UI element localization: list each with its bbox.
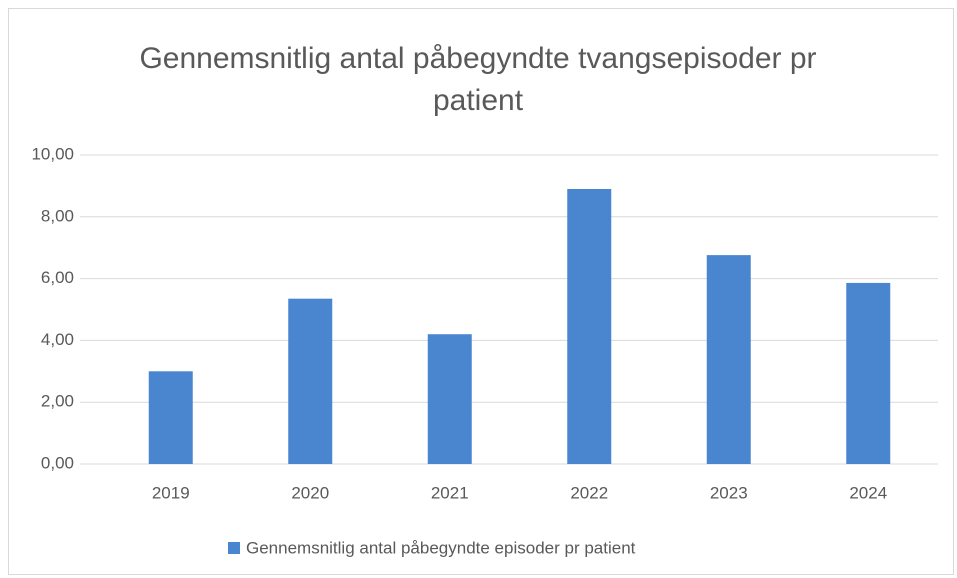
bar	[846, 282, 891, 464]
y-tick-label: 0,00	[41, 453, 74, 472]
legend-swatch	[228, 542, 240, 554]
y-tick-label: 10,00	[31, 144, 74, 163]
bar	[427, 334, 472, 464]
x-tick-label: 2022	[570, 483, 608, 502]
y-tick-label: 8,00	[41, 206, 74, 225]
x-tick-label: 2020	[291, 483, 329, 502]
x-tick-label: 2019	[152, 483, 190, 502]
x-tick-label: 2021	[431, 483, 469, 502]
legend-label: Gennemsnitlig antal påbegyndte episoder …	[246, 538, 636, 557]
bar	[706, 255, 751, 464]
chart-title: Gennemsnitlig antal påbegyndte tvangsepi…	[139, 42, 817, 117]
x-tick-label: 2023	[710, 483, 748, 502]
chart-border	[8, 8, 954, 575]
y-tick-label: 2,00	[41, 392, 74, 411]
bar	[148, 371, 193, 464]
x-tick-label: 2024	[849, 483, 887, 502]
bar	[567, 188, 612, 465]
y-tick-label: 4,00	[41, 330, 74, 349]
y-tick-label: 6,00	[41, 268, 74, 287]
bar	[288, 298, 333, 464]
